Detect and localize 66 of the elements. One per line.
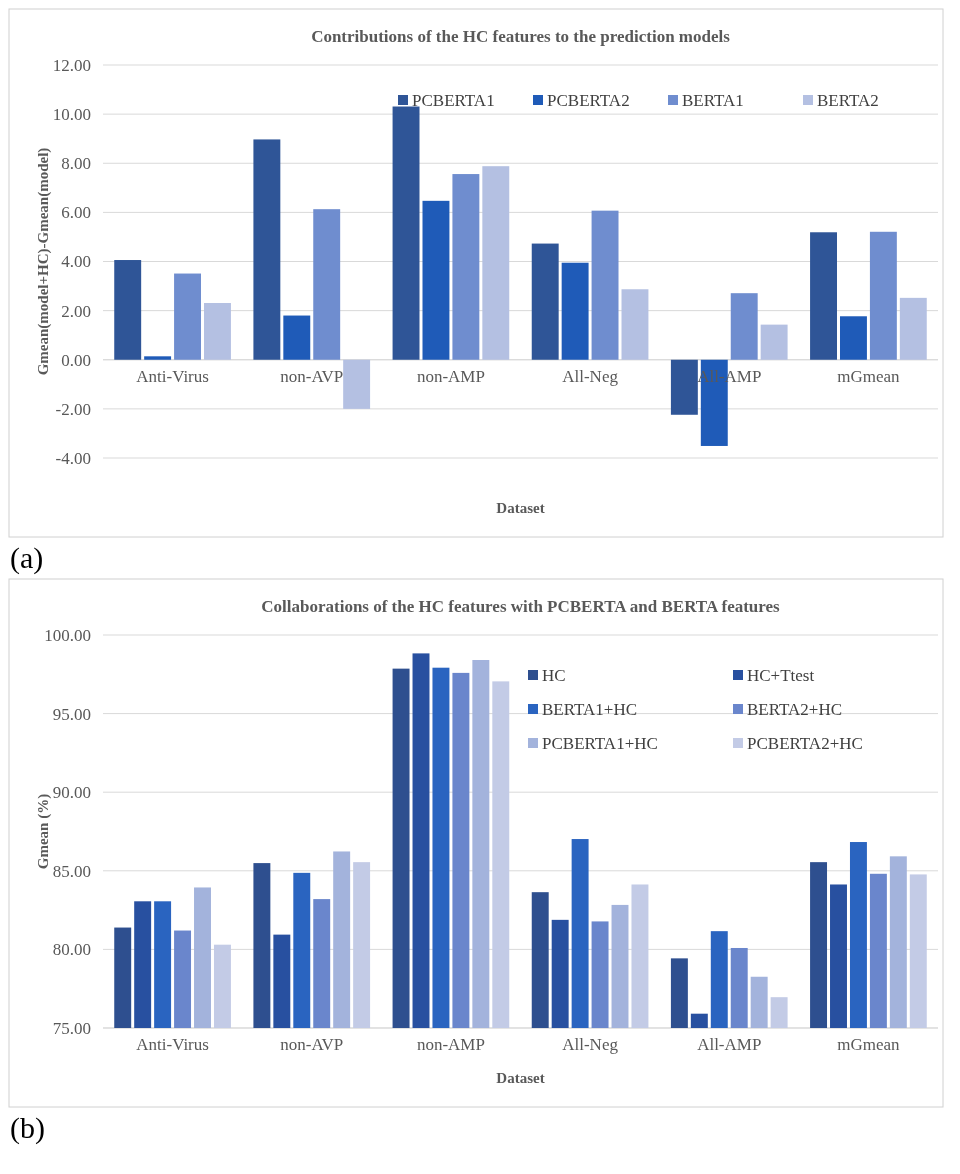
bar <box>313 209 341 360</box>
legend-label: BERTA2 <box>817 90 879 110</box>
bar <box>114 260 142 360</box>
y-tick-label: 95.00 <box>52 704 91 724</box>
chart-title: Contributions of the HC features to the prediction models <box>311 27 731 46</box>
bar <box>730 293 758 360</box>
x-tick-label: Anti-Virus <box>136 1035 209 1054</box>
bar <box>621 289 649 360</box>
bar <box>253 139 281 360</box>
bar <box>531 243 559 360</box>
x-tick-label: mGmean <box>837 366 901 386</box>
x-tick-label: All-Neg <box>562 366 619 386</box>
y-tick-label: -2.00 <box>55 399 91 419</box>
y-axis-title: Gmean (%) <box>35 793 52 870</box>
bar <box>204 303 231 360</box>
y-tick-label: 2.00 <box>61 301 91 321</box>
bar <box>144 356 172 360</box>
x-tick-label: Anti-Virus <box>136 366 209 386</box>
y-tick-label: 80.00 <box>52 940 91 960</box>
bar <box>840 316 867 360</box>
y-tick-label: -4.00 <box>55 448 91 468</box>
y-tick-label: 8.00 <box>61 154 91 174</box>
y-tick-label: 100.00 <box>44 625 91 645</box>
legend-label: HC <box>542 665 566 685</box>
legend-label: BERTA2+HC <box>747 699 843 719</box>
bar <box>452 174 480 360</box>
y-axis-title: Gmean(model+HC)-Gmean(model) <box>35 147 52 376</box>
x-tick-label: non-AVP <box>280 366 344 386</box>
legend-label: PCBERTA2 <box>547 90 630 110</box>
chart-title: Collaborations of the HC features with PCBERTA and BERTA features <box>261 597 781 616</box>
bar <box>869 231 897 360</box>
bar <box>283 315 311 360</box>
legend-label: BERTA1+HC <box>542 699 638 719</box>
bar <box>422 200 450 360</box>
bar <box>482 166 510 360</box>
legend-label: BERTA1 <box>682 90 744 110</box>
legend-label: PCBERTA2+HC <box>747 733 863 753</box>
y-tick-label: 85.00 <box>52 861 91 881</box>
text: (b) <box>10 1111 45 1145</box>
y-tick-label: 0.00 <box>61 350 91 370</box>
bar <box>810 232 837 360</box>
legend-label: PCBERTA1 <box>412 90 495 110</box>
y-tick-label: 10.00 <box>52 105 91 125</box>
text: (a) <box>10 541 44 575</box>
bar <box>760 324 788 360</box>
y-tick-label: 90.00 <box>52 783 91 803</box>
legend-label: PCBERTA1+HC <box>542 733 658 753</box>
x-tick-label: All-AMP <box>697 1035 762 1054</box>
x-tick-label: mGmean <box>837 1035 901 1054</box>
bar <box>899 297 927 360</box>
x-axis-title: Dataset <box>496 500 545 516</box>
y-tick-label: 75.00 <box>52 1018 91 1038</box>
y-tick-label: 4.00 <box>61 252 91 272</box>
x-tick-label: All-Neg <box>562 1035 619 1054</box>
bar <box>670 359 698 415</box>
x-tick-label: non-AVP <box>280 1035 344 1054</box>
y-tick-label: 6.00 <box>61 203 91 223</box>
bar <box>174 273 201 360</box>
bar <box>343 359 371 409</box>
bar <box>591 210 619 360</box>
legend-label: HC+Ttest <box>747 665 815 685</box>
x-axis-title: Dataset <box>496 1070 545 1086</box>
y-tick-label: 12.00 <box>52 55 91 75</box>
x-tick-label: non-AMP <box>416 366 485 386</box>
bar <box>561 262 589 360</box>
x-tick-label: non-AMP <box>416 1035 485 1054</box>
